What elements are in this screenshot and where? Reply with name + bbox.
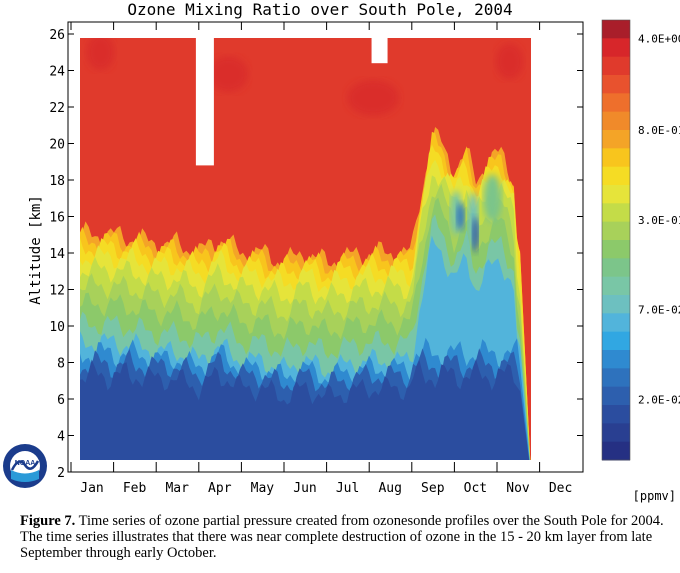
colorbar-swatch bbox=[602, 148, 630, 168]
ozone-field bbox=[80, 38, 581, 478]
colorbar-swatch bbox=[602, 111, 630, 131]
colorbar-label: 4.0E+00 bbox=[638, 32, 680, 45]
y-tick-label: 10 bbox=[49, 320, 65, 335]
colorbar-swatch bbox=[602, 75, 630, 94]
x-tick-label: Sep bbox=[421, 481, 445, 496]
x-tick-label: Nov bbox=[506, 481, 530, 496]
colorbar-swatch bbox=[602, 423, 630, 443]
colorbar-swatch bbox=[602, 276, 630, 296]
colorbar-swatch bbox=[602, 166, 630, 186]
colorbar-swatch bbox=[602, 331, 630, 351]
colorbar-label: 2.0E-02 bbox=[638, 394, 680, 407]
x-tick-label: Mar bbox=[165, 481, 189, 496]
x-tick-label: May bbox=[251, 481, 275, 496]
y-tick-label: 6 bbox=[57, 393, 65, 408]
data-gaps bbox=[195, 37, 388, 166]
y-tick-label: 18 bbox=[49, 174, 65, 189]
y-tick-label: 2 bbox=[57, 466, 65, 481]
colorbar-swatch bbox=[602, 93, 630, 113]
colorbar-label: 3.0E-01 bbox=[638, 214, 680, 227]
y-axis-label: Altitude [km] bbox=[28, 195, 44, 305]
colorbar-swatch bbox=[602, 130, 630, 149]
colorbar-swatch bbox=[602, 386, 630, 406]
noaa-logo-text: NOAA bbox=[15, 460, 36, 467]
y-tick-label: 8 bbox=[57, 357, 65, 372]
colorbar-swatch bbox=[602, 313, 630, 333]
colorbar-unit: [ppmv] bbox=[633, 489, 676, 503]
x-tick-label: Apr bbox=[208, 481, 232, 496]
colorbar-swatch bbox=[602, 240, 630, 259]
colorbar-label: 7.0E-02 bbox=[638, 304, 680, 317]
y-tick-label: 20 bbox=[49, 138, 65, 153]
x-axis: Jan Feb Mar Apr May Jun Jul Aug Sep Oct Nov Dec bbox=[70, 22, 572, 496]
x-tick-label: Jan bbox=[80, 481, 103, 496]
no-data-region bbox=[531, 38, 581, 478]
colorbar-swatch bbox=[602, 405, 630, 424]
colorbar-swatch bbox=[602, 38, 630, 58]
caption-text: Time series of ozone partial pressure cr… bbox=[20, 513, 664, 561]
colorbar-swatch bbox=[602, 295, 630, 314]
colorbar-swatch bbox=[602, 185, 630, 204]
high-ozone-patch bbox=[208, 56, 249, 93]
y-tick-label: 16 bbox=[49, 211, 65, 226]
colorbar-swatch bbox=[602, 350, 630, 369]
chart-title: Ozone Mixing Ratio over South Pole, 2004 bbox=[127, 0, 512, 19]
x-tick-label: Oct bbox=[464, 481, 487, 496]
ozone-hole bbox=[483, 174, 502, 223]
y-tick-label: 12 bbox=[49, 284, 65, 299]
colorbar-swatch bbox=[602, 203, 630, 223]
figure-caption: Figure 7. Time series of ozone partial p… bbox=[20, 513, 675, 561]
ozone-band bbox=[80, 359, 530, 460]
y-tick-label: 26 bbox=[49, 28, 65, 43]
colorbar-swatch bbox=[602, 368, 630, 388]
x-tick-label: Feb bbox=[123, 481, 147, 496]
colorbar-label: 8.0E-01 bbox=[638, 124, 680, 137]
colorbar-swatch bbox=[602, 441, 630, 461]
ozone-hole bbox=[456, 202, 465, 231]
y-tick-label: 14 bbox=[49, 247, 65, 262]
x-tick-label: Jun bbox=[293, 481, 316, 496]
plot-frame bbox=[67, 21, 584, 473]
data-gap bbox=[371, 37, 388, 64]
high-ozone-patch bbox=[347, 79, 400, 116]
x-tick-label: Aug bbox=[378, 481, 401, 496]
high-ozone-patch bbox=[86, 38, 115, 71]
y-tick-label: 24 bbox=[49, 65, 65, 80]
colorbar: 4.0E+00 8.0E-01 3.0E-01 7.0E-02 2.0E-02 bbox=[601, 19, 680, 461]
colorbar-swatch bbox=[602, 221, 630, 241]
noaa-logo-icon: NOAA bbox=[3, 444, 47, 488]
y-tick-label: 4 bbox=[57, 430, 65, 445]
high-ozone-patch bbox=[495, 43, 524, 80]
x-tick-label: Jul bbox=[336, 481, 359, 496]
x-tick-label: Dec bbox=[549, 481, 572, 496]
ozone-hole bbox=[472, 216, 479, 253]
data-gap bbox=[195, 37, 214, 166]
y-tick-label: 22 bbox=[49, 101, 65, 116]
colorbar-swatch bbox=[602, 258, 630, 278]
colorbar-swatch bbox=[602, 56, 630, 76]
caption-label: Figure 7. bbox=[20, 513, 76, 529]
colorbar-swatch bbox=[602, 20, 630, 39]
